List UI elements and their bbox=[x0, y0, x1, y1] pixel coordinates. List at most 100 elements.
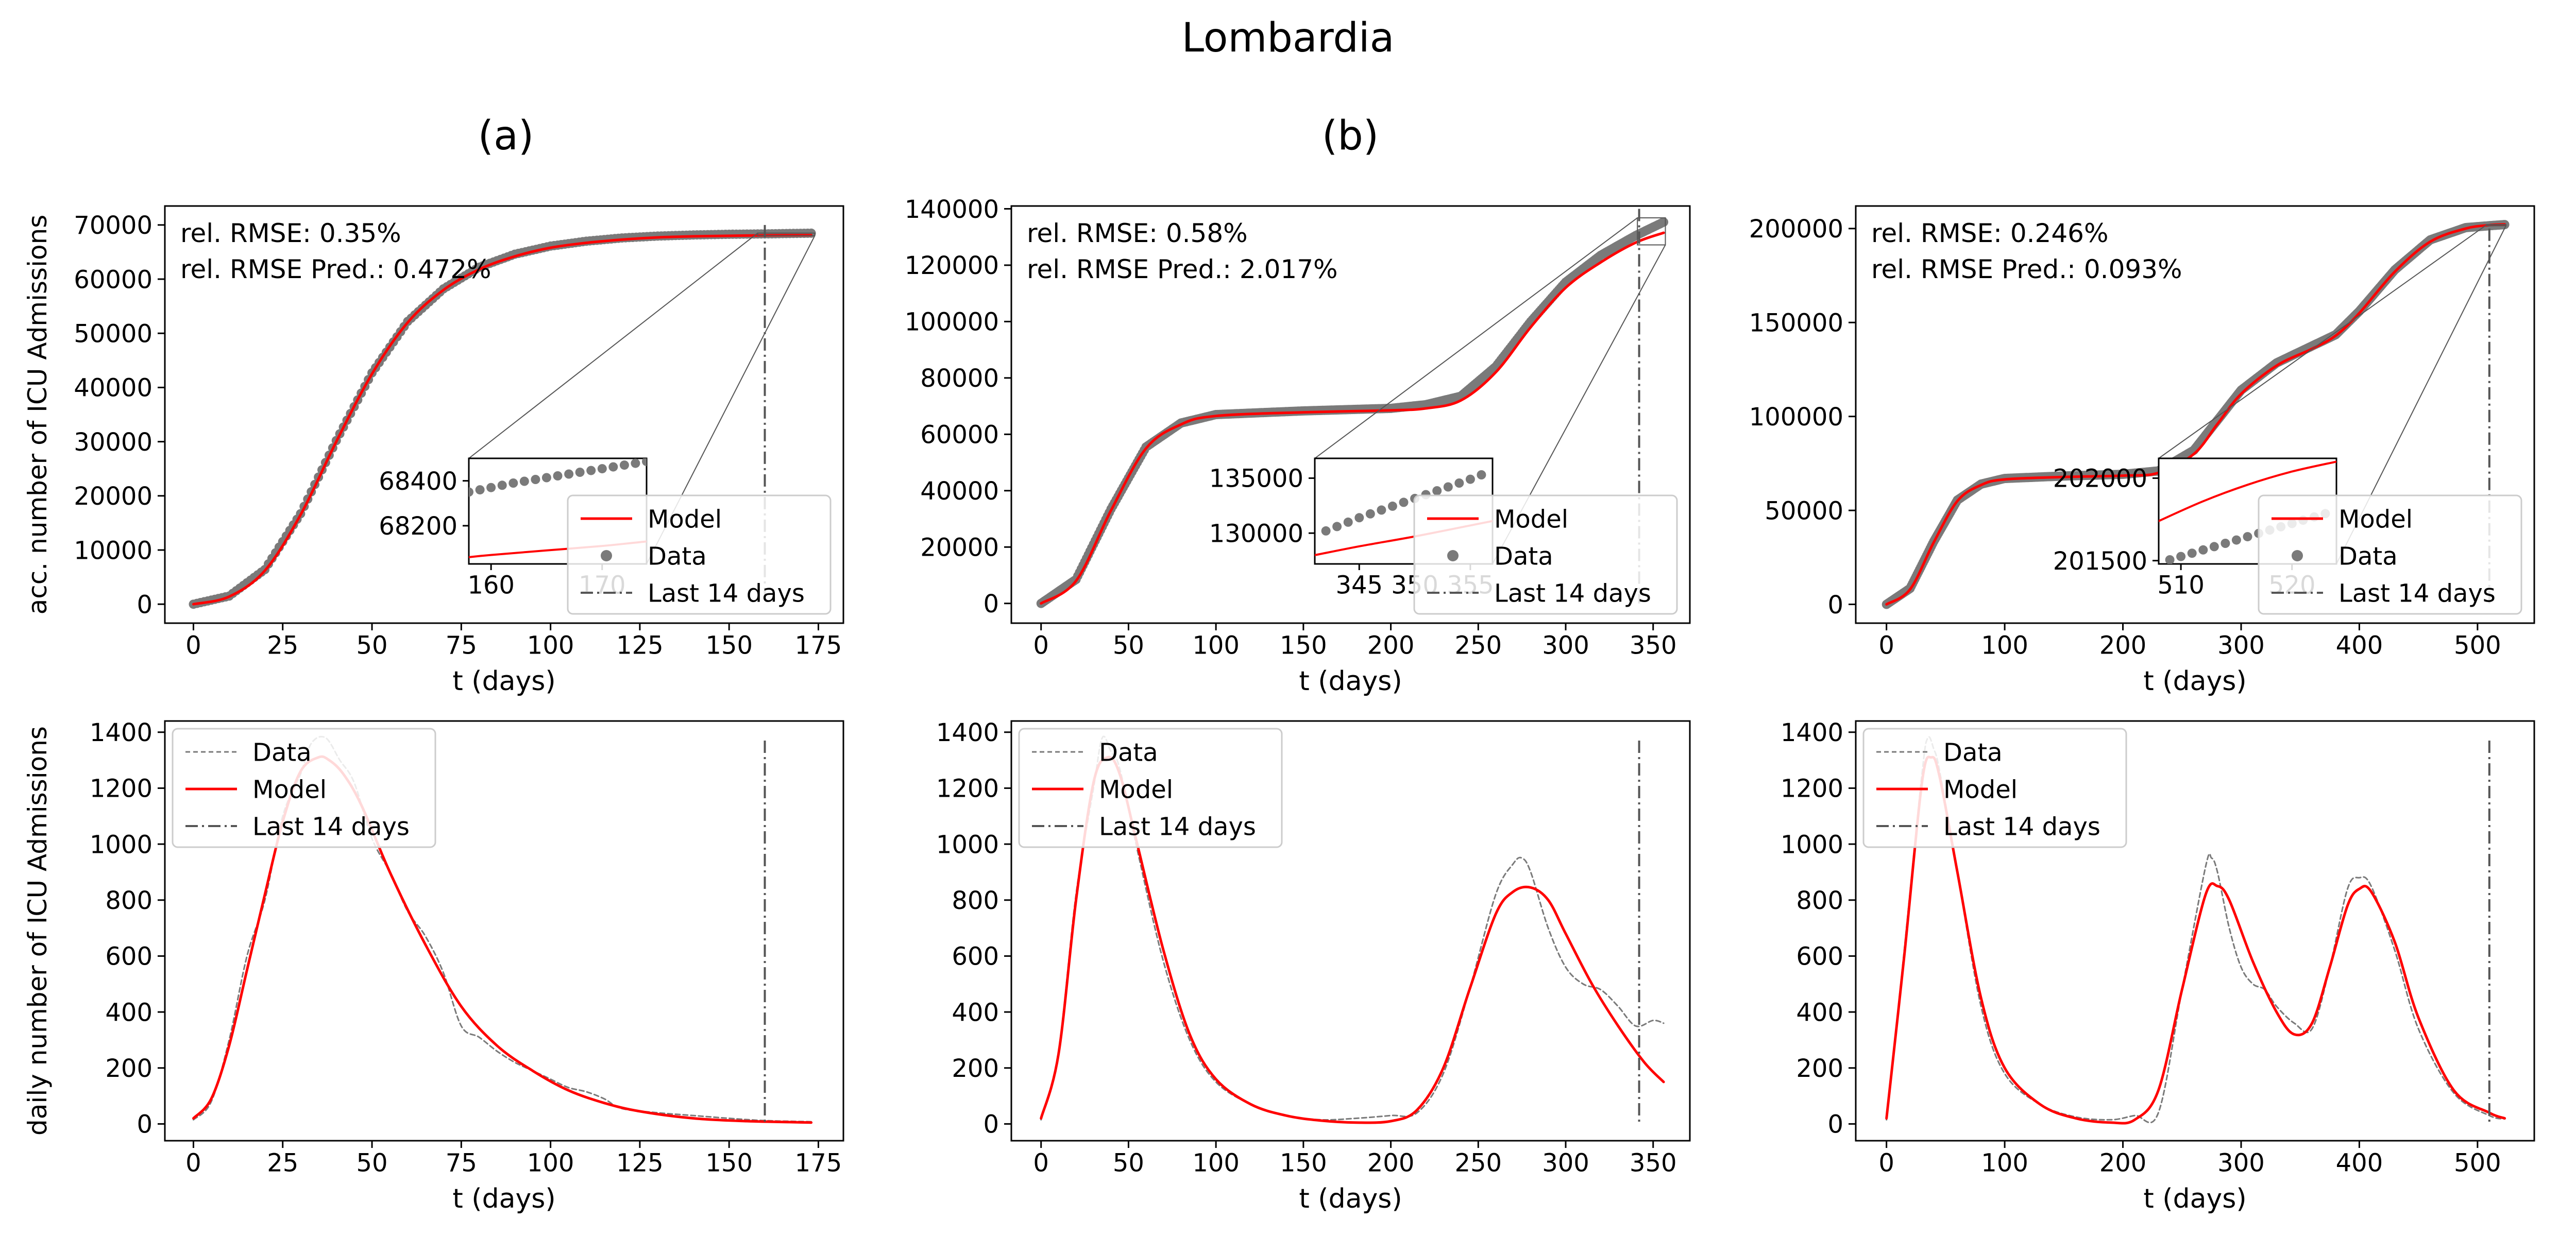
c-cumulative-x-tick-label: 300 bbox=[2217, 631, 2265, 660]
c-cumulative-y-tick-label: 0 bbox=[1827, 591, 1843, 620]
c-daily-x-tick-label: 400 bbox=[2336, 1149, 2383, 1178]
a-cumulative-inset-series-data-point bbox=[642, 458, 647, 467]
c-daily-y-tick-label: 200 bbox=[1796, 1054, 1843, 1083]
b-daily-x-tick-label: 250 bbox=[1454, 1149, 1502, 1178]
c-cumulative-inset-series-data-point bbox=[2209, 542, 2219, 552]
b-daily-y-tick-label: 1000 bbox=[936, 830, 999, 859]
b-cumulative-inset-series-data-point bbox=[1321, 526, 1331, 536]
a-cumulative-y-tick-label: 70000 bbox=[74, 211, 152, 240]
panel-label-b: (b) bbox=[1322, 113, 1379, 159]
b-daily-y-tick-label: 400 bbox=[952, 998, 999, 1027]
a-cumulative-x-axis-label: t (days) bbox=[452, 666, 555, 697]
a-cumulative-legend-label-model: Model bbox=[648, 505, 722, 534]
a-cumulative-x-tick-label: 125 bbox=[616, 631, 664, 660]
a-cumulative-x-tick-label: 150 bbox=[705, 631, 753, 660]
c-cumulative-inset-series-data-point bbox=[2221, 539, 2230, 548]
b-cumulative-legend-label-model: Model bbox=[1494, 505, 1568, 534]
c-daily-y-tick-label: 0 bbox=[1827, 1110, 1843, 1139]
b-daily-x-tick-label: 200 bbox=[1367, 1149, 1415, 1178]
a-daily-x-tick-label: 25 bbox=[267, 1149, 298, 1178]
c-cumulative-inset-series-data-point bbox=[2243, 532, 2252, 542]
a-daily-series-group bbox=[192, 735, 813, 1124]
c-cumulative-x-axis-label: t (days) bbox=[2143, 666, 2246, 697]
b-cumulative-legend-label-data: Data bbox=[1494, 542, 1553, 571]
a-daily-y-tick-label: 1200 bbox=[90, 775, 152, 803]
b-cumulative-inset-y-tick-label: 135000 bbox=[1209, 465, 1303, 493]
c-daily-x-tick-label: 500 bbox=[2454, 1149, 2501, 1178]
a-cumulative-inset-series-data-point bbox=[586, 466, 596, 475]
a-cumulative-inset-x-tick-label: 160 bbox=[467, 571, 515, 600]
a-cumulative-inset-series-data-point bbox=[597, 464, 607, 474]
a-daily-y-tick-label: 1400 bbox=[90, 718, 152, 747]
b-cumulative-legend-key-data bbox=[1447, 550, 1459, 561]
c-cumulative-chart: 0 100 200 300 400 500 0 50000 100000 150000 200000… bbox=[1749, 205, 2535, 697]
b-daily-y-tick-label: 600 bbox=[952, 942, 999, 971]
a-daily-x-tick-label: 175 bbox=[795, 1149, 842, 1178]
a-daily-legend-box bbox=[172, 728, 436, 848]
a-cumulative-inset-series-data bbox=[469, 458, 647, 497]
b-daily-x-axis-label: t (days) bbox=[1299, 1183, 1402, 1214]
c-cumulative-x-tick-label: 200 bbox=[2099, 631, 2147, 660]
a-cumulative-inset-series-group bbox=[469, 458, 647, 558]
b-daily-legend-label-last-14-days: Last 14 days bbox=[1099, 812, 1256, 841]
a-daily-chart: 0 25 50 75 100 125 150 175 0 200 400 600 800 1000 1200… bbox=[23, 718, 844, 1214]
a-cumulative-inset-series-data-point bbox=[475, 485, 485, 495]
b-cumulative-inset-series-data-point bbox=[1377, 505, 1386, 515]
a-daily-x-tick-label: 75 bbox=[446, 1149, 477, 1178]
a-cumulative-inset-y-tick-label: 68400 bbox=[379, 467, 457, 496]
b-cumulative-inset-series-data-point bbox=[1454, 478, 1464, 488]
c-daily-legend-label-data: Data bbox=[1943, 738, 2003, 767]
a-cumulative-inset-series-data-point bbox=[531, 475, 540, 484]
b-daily-y-tick-label: 0 bbox=[983, 1110, 999, 1139]
b-daily-y-tick-label: 1200 bbox=[936, 775, 999, 803]
charts-layer: 0 25 50 75 100 125 150 175010000200003000040000… bbox=[23, 195, 2535, 1214]
b-cumulative-legend-label-last-14-days: Last 14 days bbox=[1494, 579, 1651, 608]
b-cumulative-x-tick-label: 0 bbox=[1033, 631, 1049, 660]
c-cumulative-legend-label-data: Data bbox=[2338, 542, 2398, 571]
c-daily-y-tick-label: 600 bbox=[1796, 942, 1843, 971]
b-cumulative-inset-series-data-point bbox=[1399, 497, 1409, 507]
b-cumulative-x-tick-label: 350 bbox=[1630, 631, 1677, 660]
a-cumulative-inset-series-data-point bbox=[486, 483, 496, 492]
a-cumulative-x-tick-label: 25 bbox=[267, 631, 298, 660]
a-cumulative-inset-series-data-point bbox=[469, 487, 473, 497]
a-cumulative-series-group bbox=[189, 228, 816, 609]
b-cumulative-inset-series-data-point bbox=[1477, 470, 1486, 479]
a-daily-legend: Data Model Last 14 days bbox=[172, 728, 436, 848]
c-cumulative-inset-series-data-point bbox=[2165, 555, 2175, 564]
b-cumulative-y-tick-label: 120000 bbox=[905, 251, 999, 280]
c-cumulative-x-tick-label: 0 bbox=[1878, 631, 1894, 660]
b-cumulative-y-tick-label: 140000 bbox=[905, 195, 999, 224]
a-cumulative-x-tick-label: 50 bbox=[356, 631, 387, 660]
a-daily-legend-label-last-14-days: Last 14 days bbox=[252, 812, 410, 841]
b-cumulative-x-tick-label: 300 bbox=[1542, 631, 1589, 660]
a-cumulative-inset-series-data-point bbox=[564, 469, 574, 479]
b-cumulative-inset-series-data-point bbox=[1387, 501, 1397, 511]
b-cumulative-inset-y-tick-label: 130000 bbox=[1209, 519, 1303, 548]
b-daily-y-tick-label: 200 bbox=[952, 1054, 999, 1083]
b-cumulative-inset-series-data-point bbox=[1443, 482, 1453, 492]
b-cumulative-y-tick-label: 60000 bbox=[920, 421, 999, 450]
c-cumulative-series-model-line bbox=[1885, 223, 2506, 606]
c-cumulative-x-tick-label: 500 bbox=[2454, 631, 2501, 660]
c-cumulative-x-tick-label: 400 bbox=[2336, 631, 2383, 660]
b-cumulative-x-tick-label: 100 bbox=[1192, 631, 1240, 660]
a-cumulative-inset-series-data-point bbox=[519, 476, 529, 486]
a-cumulative-inset-series-data-point bbox=[631, 458, 640, 468]
b-daily-legend-label-model: Model bbox=[1099, 775, 1173, 804]
b-daily-legend-box bbox=[1018, 728, 1283, 848]
a-cumulative-inset-series-data-point bbox=[575, 468, 585, 477]
a-daily-x-tick-label: 50 bbox=[356, 1149, 387, 1178]
c-cumulative-inset-series-data-point bbox=[2176, 552, 2186, 561]
b-cumulative-x-axis-label: t (days) bbox=[1299, 666, 1402, 697]
a-daily-y-tick-label: 0 bbox=[137, 1110, 152, 1139]
c-daily-legend-label-last-14-days: Last 14 days bbox=[1943, 812, 2100, 841]
a-daily-y-axis-label: daily number of ICU Admissions bbox=[23, 726, 53, 1136]
b-daily-x-tick-label: 50 bbox=[1113, 1149, 1144, 1178]
a-cumulative-annotation-2: rel. RMSE Pred.: 0.472% bbox=[180, 254, 492, 284]
a-cumulative-y-tick-label: 30000 bbox=[74, 428, 152, 457]
a-cumulative-x-tick-label: 175 bbox=[795, 631, 842, 660]
c-cumulative-legend-label-model: Model bbox=[2338, 505, 2413, 534]
c-cumulative-y-tick-label: 100000 bbox=[1749, 403, 1843, 432]
c-cumulative-annotation-2: rel. RMSE Pred.: 0.093% bbox=[1871, 254, 2182, 284]
